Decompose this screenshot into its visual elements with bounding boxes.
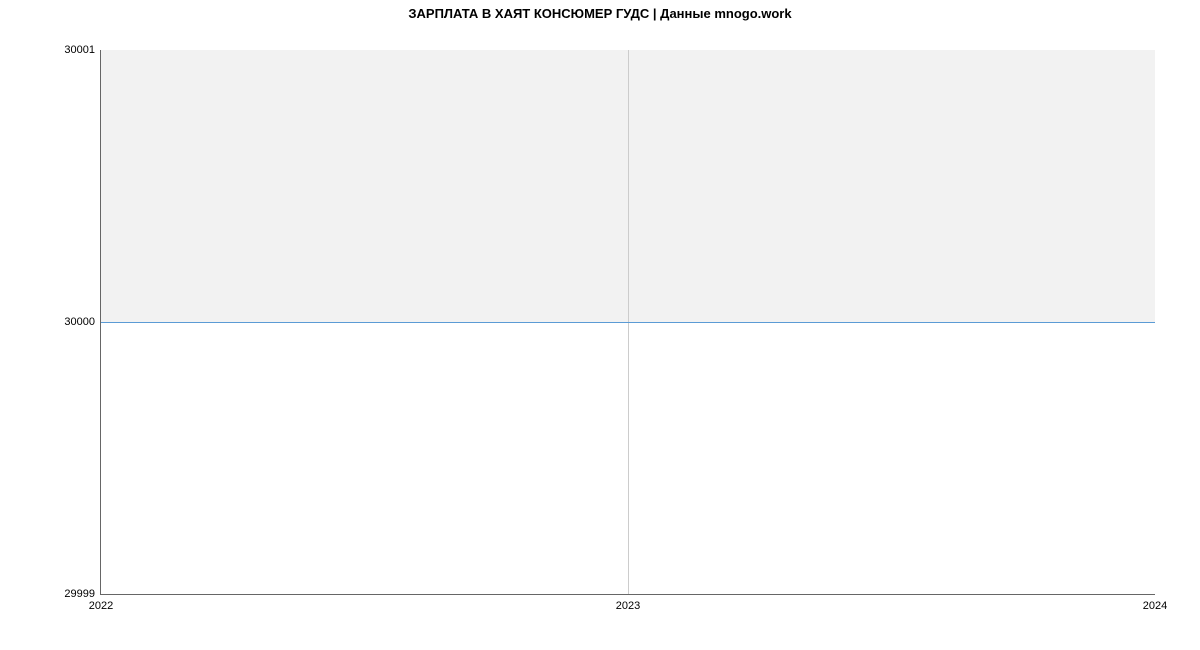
y-tick-1: 30000 — [64, 316, 101, 328]
plot-area: 29999 30000 30001 2022 2023 2024 — [100, 50, 1155, 595]
x-tick-0: 2022 — [89, 594, 113, 612]
x-tick-2: 2024 — [1143, 594, 1167, 612]
y-tick-2: 30001 — [64, 44, 101, 56]
series-line — [101, 322, 1155, 323]
x-tick-1: 2023 — [616, 594, 640, 612]
salary-chart: ЗАРПЛАТА В ХАЯТ КОНСЮМЕР ГУДС | Данные m… — [0, 0, 1200, 650]
chart-title: ЗАРПЛАТА В ХАЯТ КОНСЮМЕР ГУДС | Данные m… — [0, 6, 1200, 21]
